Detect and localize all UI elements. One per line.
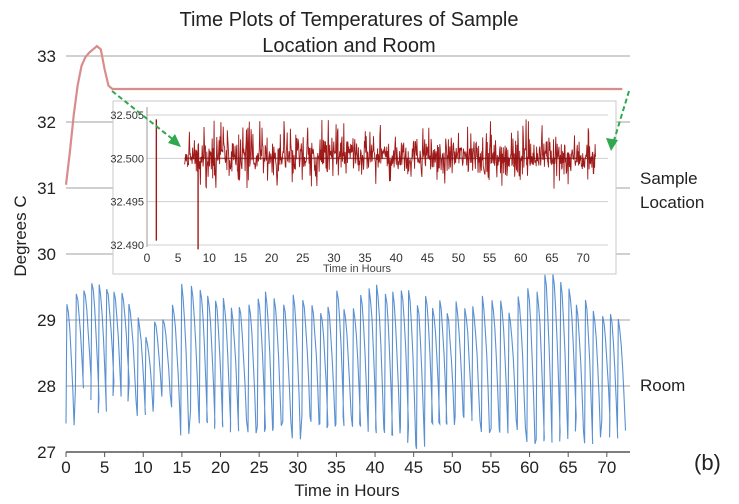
main-series bbox=[64, 44, 627, 450]
x-tick-label: 15 bbox=[172, 458, 191, 477]
zoom-arrows bbox=[111, 90, 630, 151]
y-tick-label: 30 bbox=[37, 245, 56, 264]
x-tick-label: 10 bbox=[134, 458, 153, 477]
chart-title-line-2: Location and Room bbox=[262, 35, 435, 57]
inset-x-tick-label: 10 bbox=[203, 251, 217, 265]
chart-title-line-1: Time Plots of Temperatures of Sample bbox=[179, 9, 518, 31]
inset-x-tick-label: 35 bbox=[358, 251, 372, 265]
y-tick-label: 28 bbox=[37, 377, 56, 396]
y-tick-label: 29 bbox=[37, 311, 56, 330]
zoom-arrow-right bbox=[611, 90, 630, 148]
y-tick-label: 32 bbox=[37, 113, 56, 132]
inset-y-tick-label: 32.505 bbox=[110, 110, 144, 122]
inset-x-tick-label: 70 bbox=[576, 251, 590, 265]
x-tick-label: 50 bbox=[443, 458, 462, 477]
series-line-room bbox=[65, 273, 627, 450]
inset-x-axis-label: Time in Hours bbox=[323, 263, 392, 275]
x-tick-label: 5 bbox=[100, 458, 109, 477]
zoom-arrow-right-head bbox=[606, 138, 618, 151]
inset-x-tick-label: 20 bbox=[265, 251, 279, 265]
inset-axes: 32.490 32.495 32.500 32.505 0 5 10 15 20 25 30 35 40… bbox=[110, 107, 590, 265]
series-line-sample-location bbox=[64, 44, 623, 185]
zoom-arrow-left-head bbox=[168, 134, 181, 147]
panel-label: (b) bbox=[694, 450, 721, 475]
inset-x-tick-label: 0 bbox=[144, 251, 151, 265]
inset-y-tick-label: 32.495 bbox=[110, 197, 144, 209]
inset-y-tick-label: 32.500 bbox=[110, 153, 144, 165]
y-tick-label: 27 bbox=[37, 443, 56, 462]
series-label-room: Room bbox=[640, 376, 685, 395]
x-tick-label: 20 bbox=[211, 458, 230, 477]
inset-background bbox=[112, 100, 617, 275]
inset-x-tick-label: 50 bbox=[452, 251, 466, 265]
x-tick-label: 55 bbox=[481, 458, 500, 477]
inset-y-tick-label: 32.490 bbox=[110, 240, 144, 252]
inset-x-tick-label: 45 bbox=[421, 251, 435, 265]
x-tick-label: 65 bbox=[559, 458, 578, 477]
inset-x-tick-label: 30 bbox=[327, 251, 341, 265]
inset-x-tick-label: 5 bbox=[175, 251, 182, 265]
y-tick-label: 33 bbox=[37, 47, 56, 66]
inset-chart: 32.490 32.495 32.500 32.505 0 5 10 15 20 25 30 35 40… bbox=[110, 100, 617, 275]
x-tick-label: 45 bbox=[404, 458, 423, 477]
inset-series bbox=[155, 119, 596, 250]
inset-x-tick-label: 60 bbox=[514, 251, 528, 265]
inset-x-tick-label: 15 bbox=[234, 251, 248, 265]
x-tick-label: 25 bbox=[250, 458, 269, 477]
zoom-arrow-left bbox=[111, 90, 181, 146]
x-axis-label: Time in Hours bbox=[294, 481, 399, 499]
x-tick-label: 60 bbox=[520, 458, 539, 477]
series-label-sample-line-2: Location bbox=[640, 193, 704, 212]
series-label-sample-line-1: Sample bbox=[640, 169, 698, 188]
inset-x-tick-label: 55 bbox=[483, 251, 497, 265]
inset-series-sample-location bbox=[183, 119, 596, 189]
x-tick-label: 40 bbox=[366, 458, 385, 477]
x-tick-label: 0 bbox=[61, 458, 70, 477]
inset-x-tick-label: 65 bbox=[545, 251, 559, 265]
y-axis-label: Degrees C bbox=[11, 195, 30, 276]
labels: Time Plots of Temperatures of Sample Loc… bbox=[11, 9, 721, 500]
x-tick-label: 70 bbox=[597, 458, 616, 477]
y-tick-label: 31 bbox=[37, 179, 56, 198]
inset-x-tick-label: 40 bbox=[390, 251, 404, 265]
x-tick-label: 35 bbox=[327, 458, 346, 477]
inset-x-tick-label: 25 bbox=[296, 251, 310, 265]
x-tick-label: 30 bbox=[288, 458, 307, 477]
